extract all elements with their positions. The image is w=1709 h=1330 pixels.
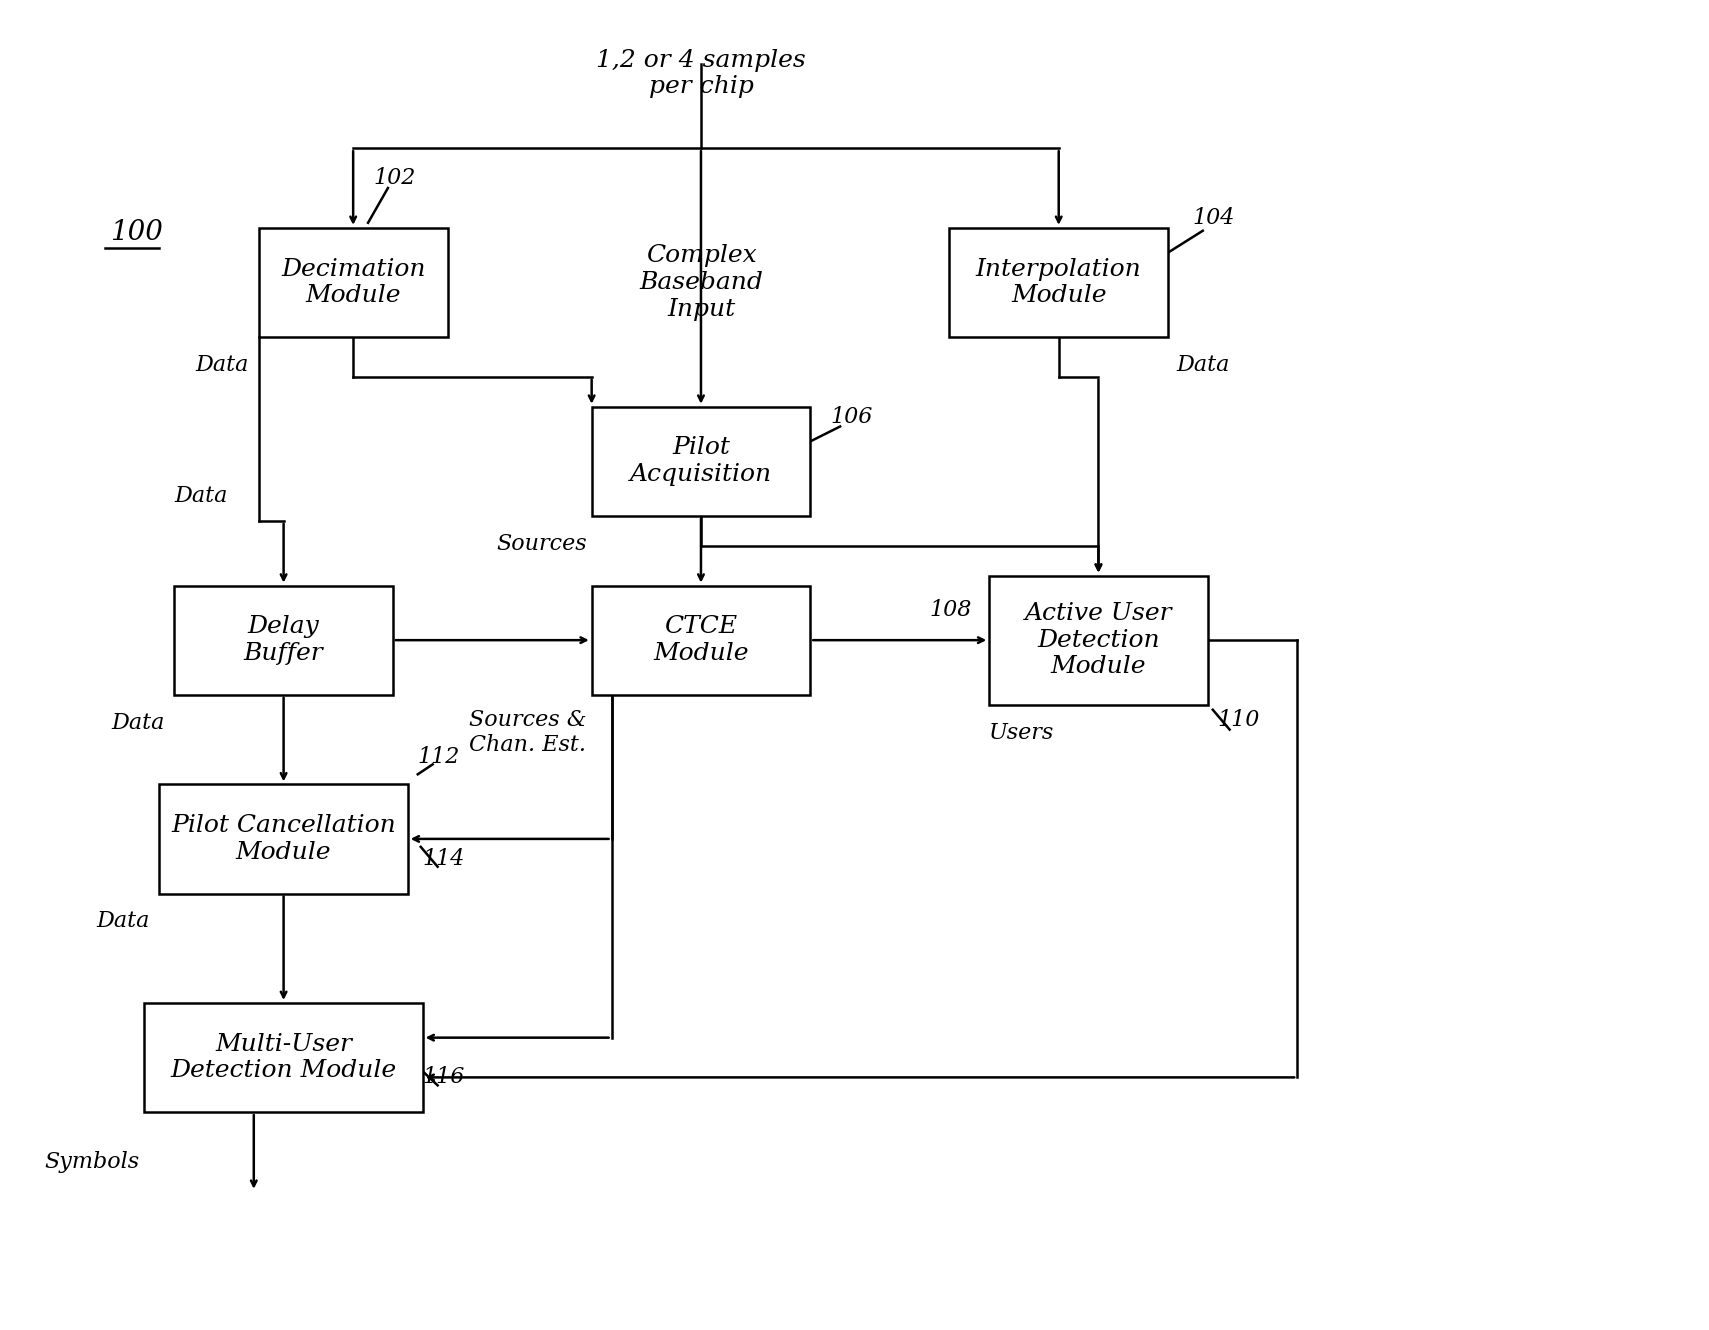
Text: Complex
Baseband
Input: Complex Baseband Input (639, 245, 762, 321)
Text: 116: 116 (422, 1067, 465, 1088)
Text: Data: Data (1176, 354, 1229, 376)
Bar (159, 785, 408, 894)
Text: 110: 110 (1219, 709, 1260, 730)
Bar (174, 585, 393, 694)
Text: Decimation
Module: Decimation Module (280, 258, 426, 307)
Bar (990, 576, 1208, 705)
Bar (591, 585, 810, 694)
Text: Pilot Cancellation
Module: Pilot Cancellation Module (171, 814, 396, 863)
Text: 104: 104 (1193, 207, 1236, 229)
Text: Data: Data (96, 910, 149, 932)
Text: Interpolation
Module: Interpolation Module (976, 258, 1142, 307)
Text: 108: 108 (930, 600, 972, 621)
Bar (591, 407, 810, 516)
Text: CTCE
Module: CTCE Module (653, 616, 749, 665)
Text: Multi-User
Detection Module: Multi-User Detection Module (171, 1032, 396, 1083)
Bar (145, 1003, 422, 1112)
Text: Sources &
Chan. Est.: Sources & Chan. Est. (470, 709, 586, 757)
Text: 114: 114 (422, 847, 465, 870)
Text: Users: Users (990, 722, 1054, 743)
Text: Data: Data (111, 712, 164, 734)
Text: 102: 102 (373, 168, 415, 189)
Text: Pilot
Acquisition: Pilot Acquisition (631, 436, 772, 485)
Text: Delay
Buffer: Delay Buffer (244, 616, 323, 665)
Text: 1,2 or 4 samples
per chip: 1,2 or 4 samples per chip (596, 49, 807, 98)
Text: 112: 112 (417, 746, 460, 769)
Text: Data: Data (195, 354, 250, 376)
Text: Data: Data (174, 485, 227, 507)
Text: 100: 100 (109, 219, 162, 246)
Text: Sources: Sources (496, 533, 586, 555)
Text: Symbols: Symbols (44, 1150, 140, 1173)
Text: 106: 106 (831, 406, 873, 427)
Text: Active User
Detection
Module: Active User Detection Module (1025, 602, 1172, 678)
Bar (258, 227, 448, 336)
Bar (950, 227, 1167, 336)
